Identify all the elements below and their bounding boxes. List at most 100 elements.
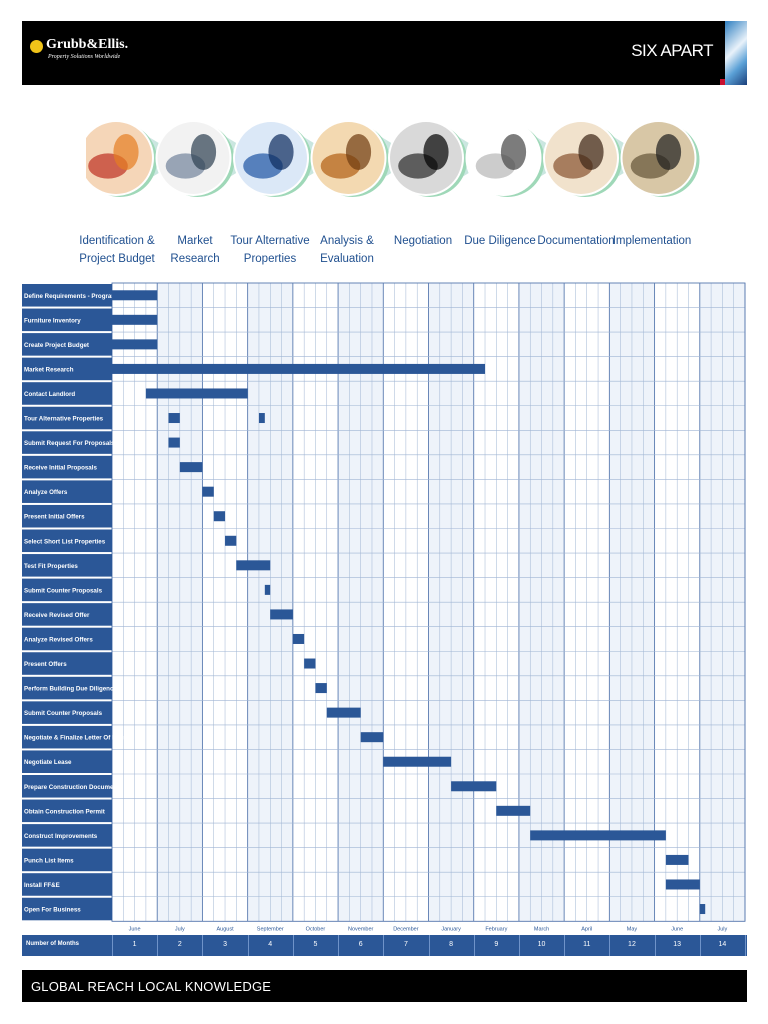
task-label: Analyze Revised Offers <box>24 636 93 643</box>
month-divider <box>338 935 340 956</box>
month-number: 13 <box>673 941 682 948</box>
month-divider <box>654 935 656 956</box>
task-label-cell <box>22 357 112 381</box>
task-label: Submit Counter Proposals <box>24 710 103 717</box>
number-of-months-bar: Number of Months 1 2 3 4 5 6 7 8 9 10 11 12 13 14 <box>22 935 747 956</box>
logo-mark-icon <box>30 40 43 53</box>
task-label-cell <box>22 431 112 454</box>
task-label-cell <box>22 775 112 798</box>
task-bar <box>112 314 158 325</box>
phase-label: Documentation <box>537 235 615 247</box>
task-label-cell <box>22 652 112 675</box>
month-number: 9 <box>494 941 499 948</box>
task-label: Market Research <box>24 366 74 373</box>
grid-border <box>111 282 746 922</box>
month-tick-label: October <box>306 926 326 932</box>
month-divider <box>745 935 746 956</box>
task-bar <box>258 413 265 424</box>
handshake-papers-photo-icon <box>86 120 157 197</box>
phase-process-strip <box>86 120 700 197</box>
task-label: Open For Business <box>24 907 81 914</box>
month-divider <box>564 935 566 956</box>
task-bar <box>112 363 486 374</box>
task-label-cell <box>22 848 112 872</box>
phase-label: Implementation <box>612 235 692 247</box>
task-label: Punch List Items <box>24 857 74 864</box>
task-bar <box>530 830 666 841</box>
task-bar <box>213 511 226 522</box>
month-tick-label: June <box>671 926 683 932</box>
task-label: Submit Counter Proposals <box>24 587 103 594</box>
task-label: Perform Building Due Diligence <box>24 686 117 693</box>
task-bar <box>225 535 237 546</box>
month-divider <box>202 935 204 956</box>
task-bar <box>383 756 452 767</box>
header-bar: Grubb&Ellis. Property Solutions Worldwid… <box>22 21 747 85</box>
company-name: Grubb&Ellis. <box>46 37 129 52</box>
task-bar <box>270 609 293 620</box>
month-number: 8 <box>449 941 454 948</box>
task-label-cell <box>22 406 112 430</box>
task-label-cell <box>22 284 112 307</box>
month-number: 3 <box>223 941 227 948</box>
month-number: 6 <box>358 941 363 948</box>
pen-on-stock-chart-photo-icon <box>155 120 235 197</box>
task-bar <box>496 805 531 816</box>
company-tagline: Property Solutions Worldwide <box>48 54 121 60</box>
month-number: 12 <box>628 941 636 948</box>
number-of-months-label: Number of Months <box>26 941 79 947</box>
task-bar <box>360 732 384 743</box>
month-tick-label: June <box>129 926 141 932</box>
phase-label: Market Research <box>170 235 220 265</box>
task-label: Define Requirements - Program Report <box>24 293 139 300</box>
task-label-cell <box>22 701 112 724</box>
task-label-cell <box>22 554 112 577</box>
footer-bar: GLOBAL REACH LOCAL KNOWLEDGE <box>22 970 747 1002</box>
task-bar <box>264 584 271 595</box>
month-number: 10 <box>537 941 546 948</box>
task-label: Negotiate Lease <box>24 759 72 766</box>
task-bar <box>236 560 271 571</box>
phase-label: Analysis & Evaluation <box>320 235 374 265</box>
task-label: Tour Alternative Properties <box>24 416 104 423</box>
task-bar <box>315 683 327 694</box>
month-divider <box>699 935 701 956</box>
task-label-cell <box>22 603 112 626</box>
task-label: Submit Request For Proposals <box>24 440 115 447</box>
month-divider <box>428 935 430 956</box>
signing-pen-photo-icon <box>543 120 622 197</box>
month-tick-label: September <box>257 926 284 932</box>
task-label: Present Initial Offers <box>24 514 85 521</box>
pen-and-calculations-photo-icon <box>310 120 390 197</box>
month-divider <box>518 935 520 956</box>
task-label: Obtain Construction Permit <box>24 808 105 815</box>
month-tick-label: February <box>485 926 507 932</box>
month-tick-label: August <box>216 926 234 932</box>
task-label: Create Project Budget <box>24 342 89 349</box>
task-label: Receive Initial Proposals <box>24 465 97 472</box>
month-number: 2 <box>177 941 182 948</box>
month-number: 7 <box>403 941 408 948</box>
task-bar <box>451 781 497 792</box>
company-logo: Grubb&Ellis. Property Solutions Worldwid… <box>30 37 128 61</box>
task-bar <box>179 462 203 473</box>
task-label-cell <box>22 308 112 332</box>
task-bar <box>145 388 248 399</box>
tagline-global-reach: GLOBAL REACH <box>31 979 135 994</box>
task-label: Contact Landlord <box>24 391 75 398</box>
task-label-cell <box>22 333 112 356</box>
task-bar <box>112 339 158 350</box>
month-divider <box>247 935 249 956</box>
task-bar <box>665 879 700 890</box>
task-label-cell <box>22 627 112 651</box>
task-bar <box>202 486 214 497</box>
task-label: Install FF&E <box>24 882 60 889</box>
task-label-cell <box>22 504 112 528</box>
task-label-cell <box>22 799 112 823</box>
tagline-local-knowledge: LOCAL KNOWLEDGE <box>137 979 272 994</box>
task-label-cell <box>22 455 112 479</box>
phase-label: Negotiation <box>393 235 453 247</box>
task-label-cell <box>22 750 112 773</box>
month-divider <box>292 935 294 956</box>
